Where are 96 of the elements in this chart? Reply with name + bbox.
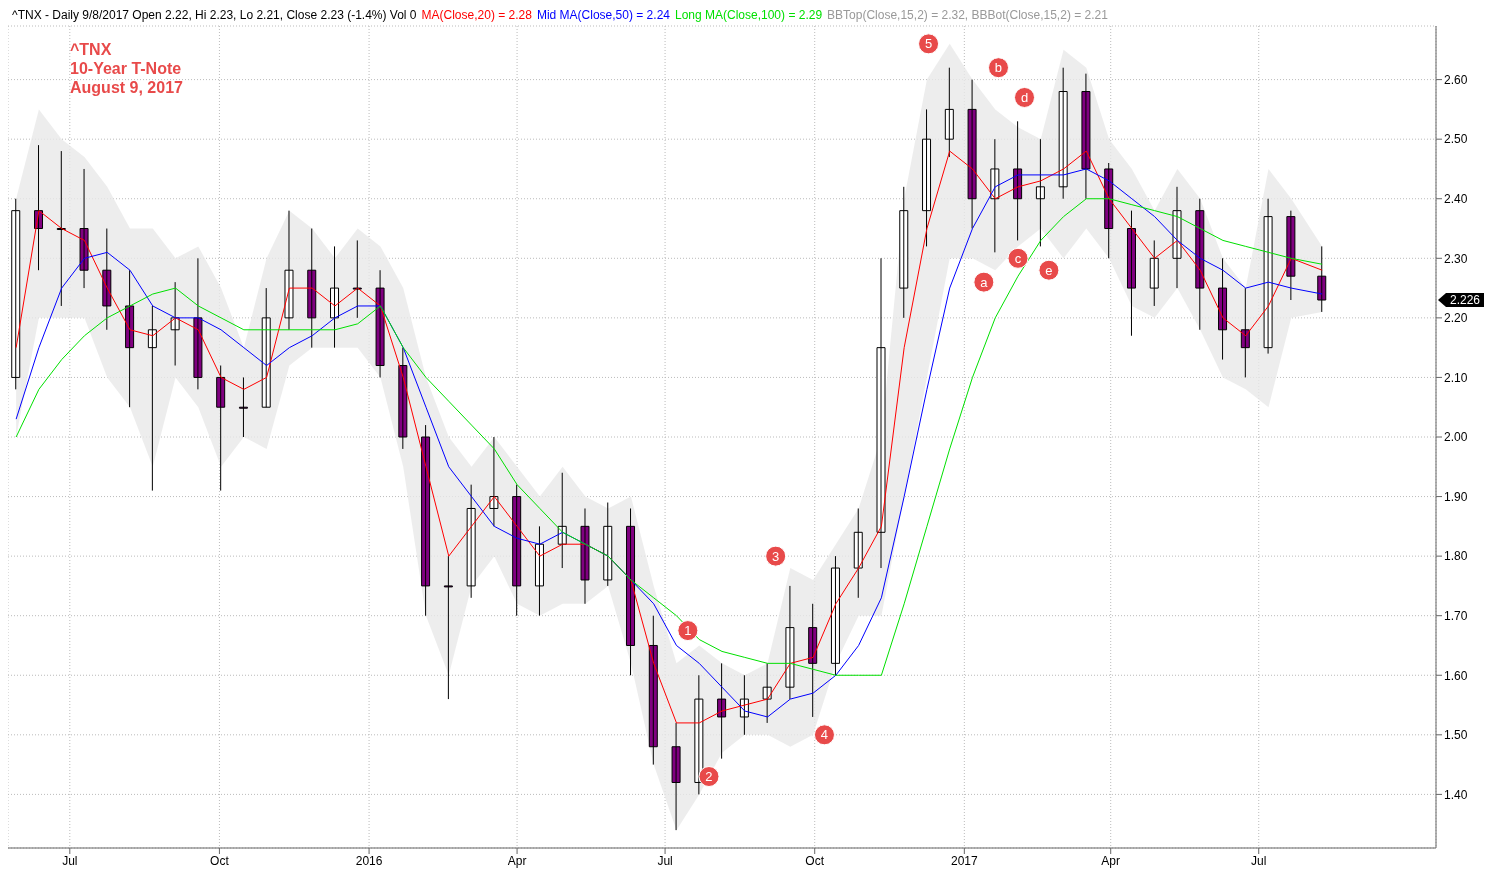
candlestick [580, 507, 590, 605]
candlestick [1035, 138, 1045, 247]
y-tick-label: 2.30 [1444, 251, 1468, 266]
candlestick [147, 305, 157, 492]
y-tick-label: 1.40 [1444, 787, 1468, 802]
candlestick [466, 484, 476, 599]
candlestick [11, 198, 21, 390]
annotation: d [1020, 90, 1029, 106]
candlestick [489, 436, 499, 527]
candlestick [512, 484, 522, 617]
candlestick [808, 603, 818, 718]
candlestick [398, 347, 408, 450]
candlestick [1317, 245, 1327, 313]
candlestick [125, 269, 135, 408]
candlestick [307, 228, 317, 349]
annotation: 3 [772, 548, 780, 564]
x-tick-label: Oct [805, 853, 825, 868]
candlestick [830, 555, 840, 676]
annotation: 10-Year T-Note [70, 59, 183, 78]
annotation: 2 [705, 769, 713, 785]
candlestick [1240, 287, 1250, 378]
candlestick [1013, 120, 1023, 241]
candlestick [967, 79, 977, 230]
candlestick [102, 228, 112, 331]
x-tick-label: 2017 [950, 853, 979, 868]
candlestick [944, 67, 954, 158]
text: 2.226 [1449, 293, 1481, 307]
x-tick-label: Jul [1251, 853, 1267, 868]
candlestick [534, 525, 544, 617]
candlestick [352, 239, 362, 319]
y-tick-label: 2.50 [1444, 132, 1468, 147]
annotation: 1 [684, 623, 692, 639]
candlestick [603, 502, 613, 587]
candlestick [648, 615, 658, 766]
candlestick [216, 365, 226, 492]
annotation: c [1014, 250, 1022, 266]
candlestick [261, 287, 271, 408]
candlestick [1263, 198, 1273, 355]
y-tick-label: 2.20 [1444, 311, 1468, 326]
x-tick-label: Oct [210, 853, 230, 868]
text: Long MA(Close,100) = 2.29 [674, 8, 823, 22]
candlestick [853, 507, 863, 599]
candlestick [79, 168, 89, 289]
candlestick [626, 507, 636, 676]
candlestick [1058, 67, 1068, 200]
candlestick [671, 722, 681, 831]
candlestick [990, 138, 1000, 253]
x-tick-label: Jul [62, 853, 78, 868]
annotation: 4 [820, 727, 829, 743]
x-tick-label: 2016 [355, 853, 383, 868]
y-tick-label: 2.00 [1444, 430, 1468, 445]
y-tick-label: 2.40 [1444, 192, 1468, 206]
y-tick-label: 2.60 [1444, 72, 1468, 87]
candlestick [762, 662, 772, 724]
x-tick-label: Apr [507, 853, 527, 868]
x-tick-label: Jul [657, 853, 673, 868]
chart-title: ^TNX - Daily 9/8/2017 Open 2.22, Hi 2.23, Lo 2.21, Close 2.23 (-1.4%) Vol 0 [12, 8, 417, 22]
candlestick [330, 245, 340, 349]
candlestick [56, 150, 66, 307]
y-tick-label: 1.90 [1444, 489, 1468, 504]
candlestick [1126, 210, 1136, 337]
candlestick [1195, 198, 1205, 331]
candlestick [1286, 210, 1296, 301]
text: MA(Close,20) = 2.28 [421, 8, 532, 22]
candlestick [876, 257, 886, 569]
candlestick [717, 662, 727, 760]
annotation: b [994, 60, 1003, 76]
candlestick [170, 281, 180, 367]
annotation: 5 [924, 36, 933, 52]
candlestick [557, 472, 567, 569]
x-tick-label: Apr [1101, 853, 1121, 868]
annotation: August 9, 2017 [70, 78, 183, 97]
text: Mid MA(Close,50) = 2.24 [536, 8, 670, 22]
y-tick-label: 1.60 [1444, 668, 1468, 683]
annotation: ^TNX [70, 40, 113, 59]
candlestick [1081, 73, 1091, 200]
candlestick [421, 424, 431, 617]
chart-subtitle: BBTop(Close,15,2) = 2.32, BBBot(Close,15,2) = 2.21 [827, 8, 1108, 22]
candlestick [785, 585, 795, 700]
candlestick [1104, 162, 1114, 259]
annotation: e [1045, 262, 1053, 278]
y-tick-label: 1.70 [1444, 608, 1468, 623]
y-tick-label: 2.10 [1444, 370, 1468, 385]
candlestick [899, 186, 909, 319]
y-tick-label: 1.80 [1444, 549, 1468, 564]
candlestick [238, 376, 248, 438]
annotation: a [980, 274, 989, 290]
candlestick [375, 269, 385, 378]
candlestick [922, 108, 932, 247]
candlestick [1172, 186, 1182, 289]
candlestick [443, 555, 453, 700]
candlestick [284, 210, 294, 331]
candlestick [1149, 239, 1159, 307]
candlestick [1218, 257, 1228, 361]
y-tick-label: 1.50 [1444, 728, 1468, 743]
candlestick [193, 257, 203, 390]
